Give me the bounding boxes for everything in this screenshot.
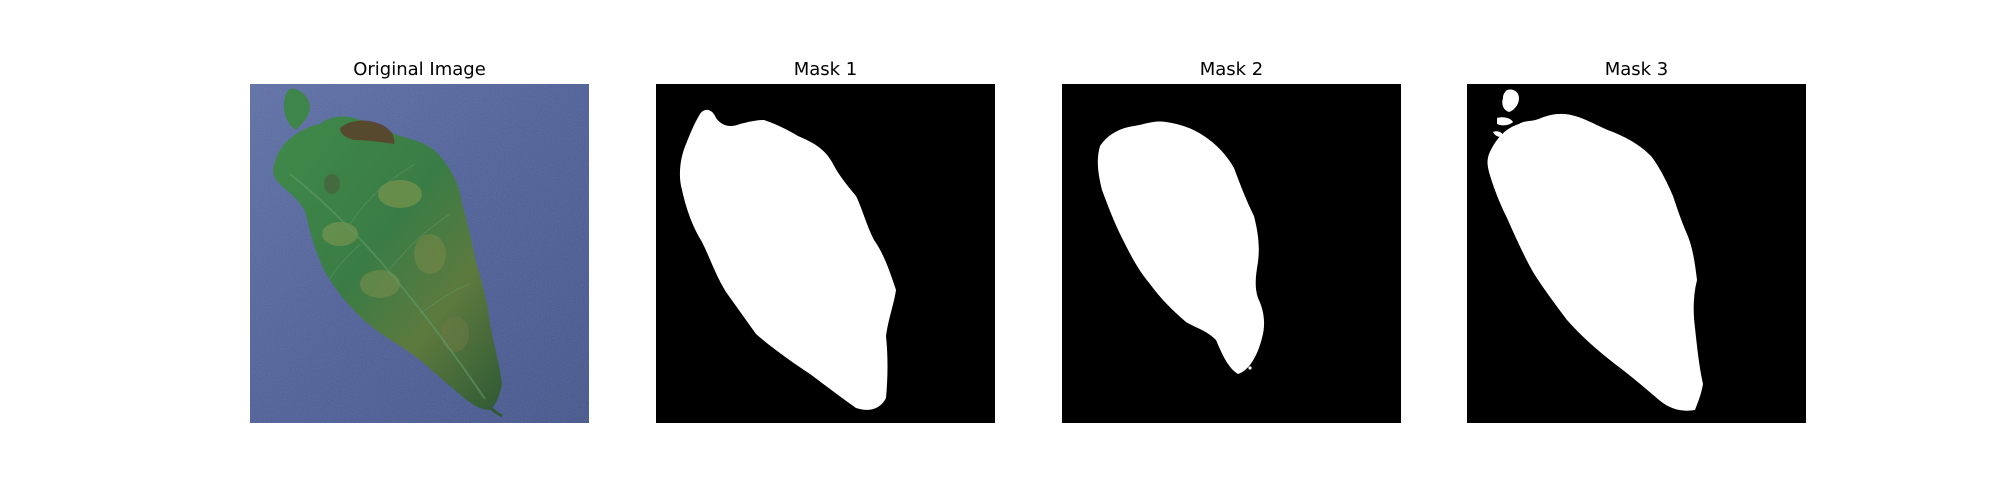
original-leaf-photo [250, 84, 589, 423]
mask-2-image [1062, 84, 1401, 423]
mask-1-image [656, 84, 995, 423]
panel-title: Original Image [353, 59, 486, 80]
panel-title: Mask 2 [1199, 59, 1264, 80]
mask-3-image [1467, 84, 1806, 423]
panel-title: Mask 3 [1604, 59, 1669, 80]
panel-title: Mask 1 [793, 59, 858, 80]
